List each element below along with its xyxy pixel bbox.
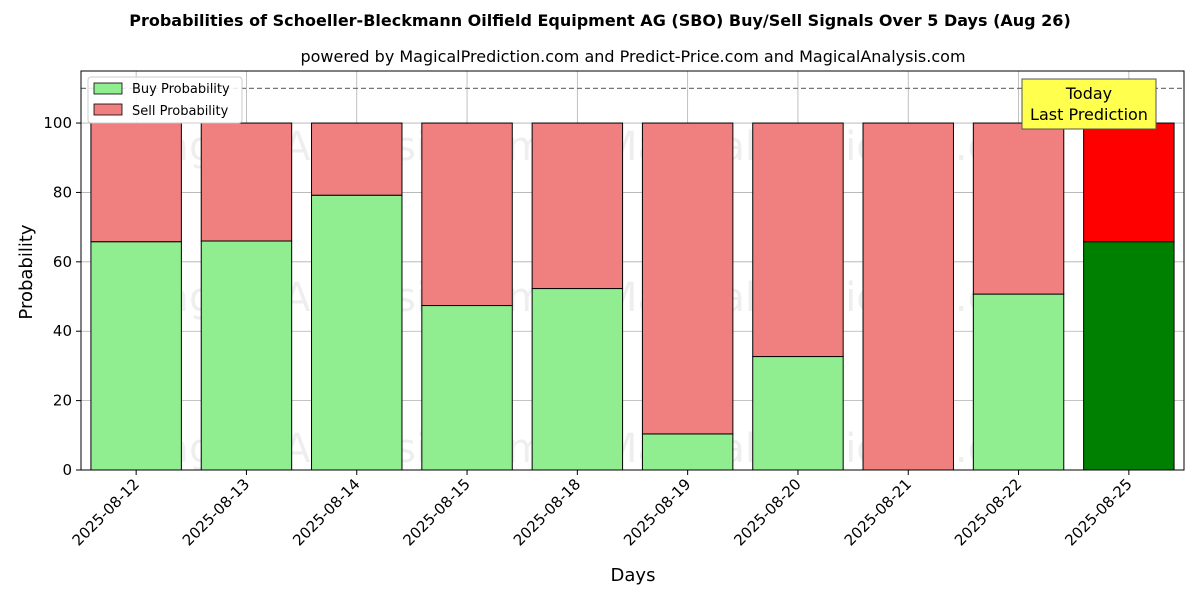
y-tick-label: 40 [53,322,72,340]
legend-box [87,76,243,124]
y-axis-label: Probability [16,224,37,319]
legend-label-buy: Buy Probability [132,82,230,97]
annotation-box [1021,78,1157,130]
y-tick-label: 80 [53,183,72,201]
buy-bar [752,356,844,471]
bar-layer [90,122,1175,471]
y-axis-ticks: 0 20 40 60 80 100 [43,114,81,479]
x-tick-label: 2025-08-20 [730,475,804,549]
y-tick-label: 0 [62,461,72,479]
buy-bar [641,433,734,471]
chart-title: Probabilities of Schoeller-Bleckmann Oil… [129,11,1071,30]
sell-bar [752,122,844,358]
x-tick-label: 2025-08-21 [841,475,915,549]
y-tick-label: 20 [53,392,72,410]
sell-bar [641,122,734,435]
legend-swatch-sell [93,103,123,116]
sell-bar [972,122,1065,295]
sell-bar [1083,122,1175,243]
legend-label-sell: Sell Probability [132,104,229,119]
sell-bar [311,122,403,196]
x-tick-label: 2025-08-19 [620,475,694,549]
annotation-line-last-prediction: Last Prediction [1030,105,1148,124]
x-tick-label: 2025-08-18 [510,475,584,549]
buy-bar [90,241,182,471]
x-axis-ticks: 2025-08-12 2025-08-13 2025-08-14 2025-08-15… [69,470,1136,549]
x-tick-label: 2025-08-13 [179,475,253,549]
today-annotation: Today Last Prediction [1021,78,1157,130]
sell-bar [531,122,624,290]
sell-bar [200,122,293,242]
buy-bar [200,240,293,471]
sell-bar [90,122,182,243]
x-tick-label: 2025-08-12 [69,475,143,549]
legend-swatch-buy [93,82,123,95]
buy-bar [531,288,624,471]
legend: Buy Probability Sell Probability [87,76,243,124]
y-tick-label: 60 [53,253,72,271]
x-axis-label: Days [611,565,656,586]
y-tick-label: 100 [43,114,72,132]
buy-bar [311,194,403,471]
x-tick-label: 2025-08-15 [399,475,473,549]
sell-bar [862,122,954,471]
x-tick-label: 2025-08-14 [289,475,363,549]
sell-bar [421,122,513,307]
chart-subtitle: powered by MagicalPrediction.com and Pre… [300,47,965,66]
buy-bar [421,305,513,471]
x-tick-label: 2025-08-22 [951,475,1025,549]
annotation-line-today: Today [1065,84,1112,103]
plot-frame [80,70,1185,471]
buy-bar [1083,241,1175,471]
buy-bar [972,293,1065,471]
x-tick-label: 2025-08-25 [1061,475,1135,549]
